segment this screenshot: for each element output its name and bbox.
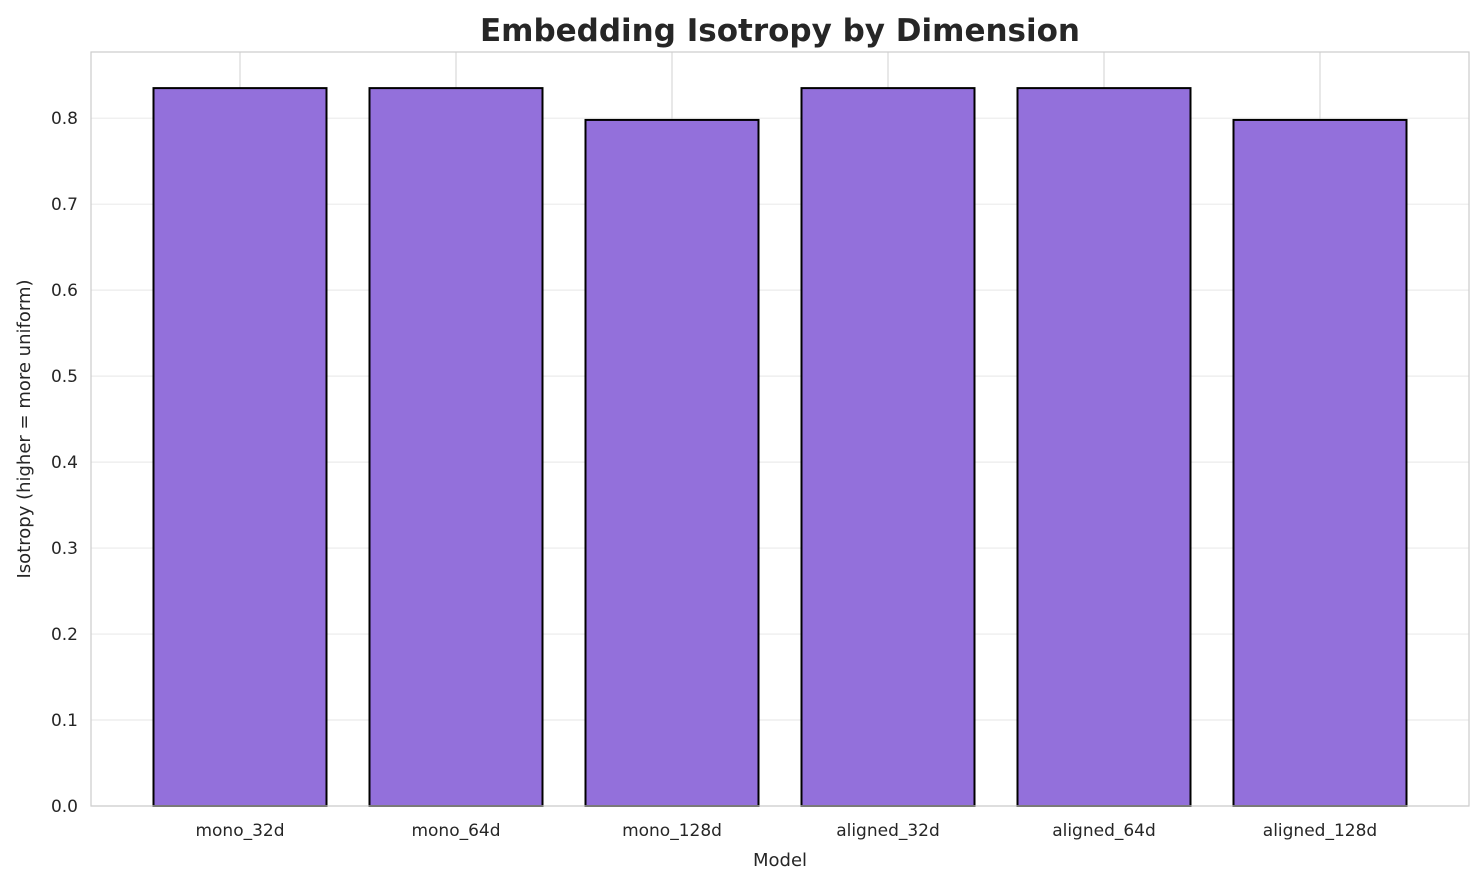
x-ticks: mono_32d mono_64d mono_128d aligned_32d alig… [195, 821, 1377, 841]
y-tick-label: 0.6 [51, 281, 78, 301]
y-tick-label: 0.0 [51, 797, 78, 817]
y-tick-label: 0.5 [51, 367, 78, 387]
x-tick-label: mono_128d [622, 821, 722, 841]
bar-mono_32d [152, 87, 328, 808]
x-tick-label: aligned_128d [1263, 821, 1377, 841]
bar-aligned_64d [1016, 87, 1192, 808]
y-ticks: 0.0 0.1 0.2 0.3 0.4 0.5 0.6 0.7 0.8 [51, 109, 78, 817]
bars [152, 87, 1408, 808]
bar-mono_64d [368, 87, 544, 808]
y-axis-label: Isotropy (higher = more uniform) [14, 280, 35, 579]
y-tick-label: 0.4 [51, 453, 78, 473]
bar-aligned_128d [1232, 118, 1408, 808]
y-tick-label: 0.2 [51, 625, 78, 645]
x-tick-label: mono_32d [195, 821, 284, 841]
y-tick-label: 0.1 [51, 711, 78, 731]
x-tick-label: aligned_64d [1052, 821, 1156, 841]
plot-frame [90, 51, 1470, 807]
y-tick-label: 0.7 [51, 195, 78, 215]
bar-aligned_32d [800, 87, 976, 808]
chart-title: Embedding Isotropy by Dimension [480, 13, 1080, 49]
y-tick-label: 0.8 [51, 109, 78, 129]
y-tick-label: 0.3 [51, 539, 78, 559]
x-axis-label: Model [753, 850, 807, 871]
bar-mono_128d [584, 118, 760, 808]
x-tick-label: mono_64d [411, 821, 500, 841]
x-tick-label: aligned_32d [836, 821, 940, 841]
